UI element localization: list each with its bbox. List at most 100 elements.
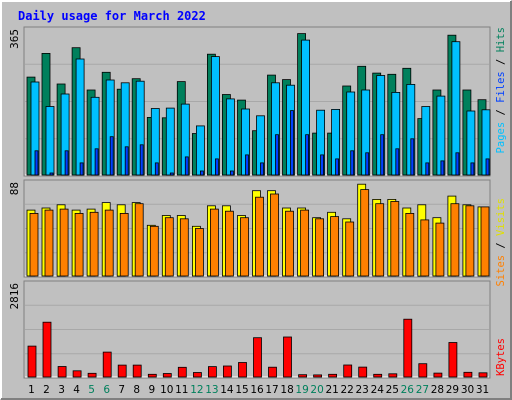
day-label-31: 31 bbox=[476, 384, 489, 396]
bar-kbytes-11 bbox=[177, 366, 187, 378]
legend-sites-visits: Sites / Visits bbox=[495, 198, 507, 287]
day-label-19: 19 bbox=[295, 384, 308, 396]
bar-kbytes-10 bbox=[162, 373, 172, 378]
bar-sites-27 bbox=[420, 219, 430, 277]
bar-pages-7 bbox=[124, 146, 129, 176]
bar-kbytes-22 bbox=[343, 364, 353, 378]
day-label-21: 21 bbox=[326, 384, 339, 396]
bar-kbytes-9 bbox=[147, 373, 157, 378]
bar-sites-28 bbox=[435, 222, 445, 277]
legend-kbytes: KBytes bbox=[495, 338, 507, 376]
bar-kbytes-13 bbox=[207, 366, 217, 378]
legend-pages-files-hits-part-1: / bbox=[495, 103, 507, 122]
bar-sites-7 bbox=[119, 212, 129, 277]
bar-files-13 bbox=[210, 56, 220, 176]
bar-kbytes-21 bbox=[328, 373, 338, 378]
legend-pages-files-hits-part-3: / bbox=[495, 52, 507, 71]
day-label-11: 11 bbox=[175, 384, 188, 396]
bar-kbytes-6 bbox=[102, 351, 112, 378]
bar-pages-10 bbox=[169, 172, 174, 176]
bar-sites-16 bbox=[255, 196, 264, 277]
max-label-kbytes: 2816 bbox=[8, 283, 21, 310]
bar-kbytes-15 bbox=[238, 362, 247, 378]
bar-sites-31 bbox=[480, 206, 490, 277]
legend-pages-files-hits-part-0: Pages bbox=[495, 122, 507, 154]
day-label-5: 5 bbox=[88, 384, 95, 396]
bar-kbytes-12 bbox=[192, 372, 202, 378]
bar-pages-14 bbox=[229, 170, 234, 176]
day-label-1: 1 bbox=[28, 384, 35, 396]
bar-kbytes-31 bbox=[478, 372, 488, 378]
bar-kbytes-25 bbox=[388, 373, 398, 378]
bar-pages-12 bbox=[199, 170, 204, 176]
bar-kbytes-16 bbox=[253, 337, 262, 378]
bar-sites-1 bbox=[29, 212, 39, 277]
bar-files-14 bbox=[225, 98, 235, 176]
bar-sites-25 bbox=[390, 201, 400, 277]
bar-pages-18 bbox=[290, 110, 294, 176]
bar-pages-30 bbox=[470, 162, 475, 176]
bar-pages-3 bbox=[64, 150, 69, 176]
legend-pages-files-hits-part-4: Hits bbox=[495, 27, 507, 52]
chart-title: Daily usage for March 2022 bbox=[18, 9, 206, 23]
panel-frame-pages-files-hits bbox=[23, 26, 491, 177]
panel-frame-visits-sites bbox=[23, 179, 491, 278]
day-label-16: 16 bbox=[250, 384, 264, 396]
bar-kbytes-23 bbox=[358, 366, 368, 378]
bar-sites-21 bbox=[330, 216, 340, 277]
bar-pages-24 bbox=[380, 134, 385, 176]
bar-pages-1 bbox=[34, 150, 39, 176]
bar-sites-14 bbox=[224, 210, 234, 277]
bar-sites-12 bbox=[194, 228, 204, 277]
bar-kbytes-2 bbox=[42, 321, 52, 378]
max-label-pages-files-hits: 365 bbox=[8, 29, 21, 49]
bar-pages-23 bbox=[365, 152, 370, 176]
panel-frame-kbytes bbox=[23, 280, 491, 379]
bar-kbytes-19 bbox=[298, 374, 308, 378]
legend-pages-files-hits: Pages / Files / Hits bbox=[495, 27, 507, 153]
bar-sites-10 bbox=[164, 217, 174, 277]
bar-pages-17 bbox=[275, 134, 279, 176]
bar-files-10 bbox=[165, 107, 175, 176]
day-label-20: 20 bbox=[310, 384, 323, 396]
bar-sites-3 bbox=[59, 208, 69, 277]
bar-sites-22 bbox=[345, 221, 355, 277]
bar-files-4 bbox=[75, 58, 85, 176]
bar-kbytes-7 bbox=[117, 364, 127, 378]
day-label-9: 9 bbox=[148, 384, 155, 396]
bar-kbytes-3 bbox=[57, 366, 67, 378]
bar-kbytes-8 bbox=[132, 364, 142, 378]
bar-kbytes-1 bbox=[27, 345, 37, 378]
day-label-8: 8 bbox=[133, 384, 140, 396]
bar-kbytes-27 bbox=[418, 363, 428, 378]
day-label-22: 22 bbox=[341, 384, 354, 396]
bar-kbytes-24 bbox=[373, 373, 383, 378]
bar-sites-4 bbox=[74, 212, 84, 277]
bar-pages-31 bbox=[485, 158, 490, 176]
day-label-3: 3 bbox=[58, 384, 65, 396]
bar-sites-19 bbox=[300, 209, 310, 277]
bar-pages-6 bbox=[109, 136, 114, 176]
bar-sites-13 bbox=[209, 208, 219, 277]
day-label-4: 4 bbox=[73, 384, 80, 396]
bar-sites-20 bbox=[315, 218, 325, 277]
bar-kbytes-26 bbox=[403, 318, 413, 378]
bar-sites-18 bbox=[285, 210, 294, 277]
bar-sites-24 bbox=[375, 203, 385, 277]
bar-pages-11 bbox=[184, 156, 189, 176]
bar-kbytes-30 bbox=[463, 371, 473, 378]
bar-sites-11 bbox=[179, 218, 189, 277]
bar-pages-16 bbox=[260, 162, 264, 176]
bar-pages-20 bbox=[320, 154, 325, 176]
bar-pages-8 bbox=[139, 144, 144, 176]
day-label-14: 14 bbox=[220, 384, 234, 396]
day-label-24: 24 bbox=[371, 384, 385, 396]
bar-sites-5 bbox=[89, 211, 99, 277]
bar-pages-28 bbox=[440, 160, 445, 176]
bar-pages-2 bbox=[49, 172, 54, 176]
day-label-10: 10 bbox=[160, 384, 173, 396]
day-label-17: 17 bbox=[265, 384, 278, 396]
legend-pages-files-hits-part-2: Files bbox=[495, 71, 507, 103]
